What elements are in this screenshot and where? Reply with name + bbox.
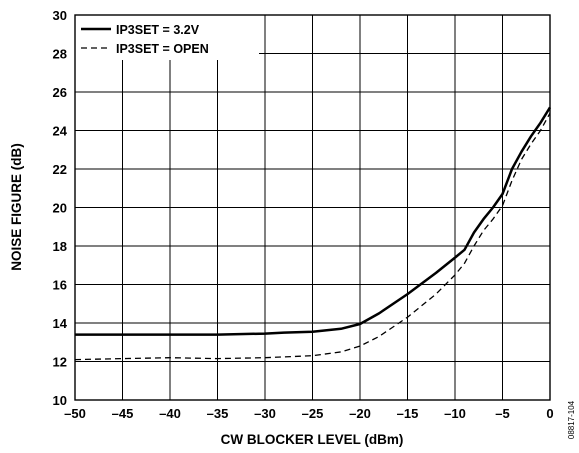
x-tick-label: –40 [159, 406, 181, 421]
legend-label-ip3set-open: IP3SET = OPEN [116, 42, 209, 56]
x-tick-label: –25 [302, 406, 324, 421]
legend-box [75, 15, 259, 60]
y-tick-label: 30 [53, 8, 67, 23]
y-tick-label: 14 [53, 316, 68, 331]
grid-lines [75, 15, 550, 400]
x-tick-label: –45 [112, 406, 134, 421]
y-tick-label: 12 [53, 355, 67, 370]
y-tick-label: 18 [53, 239, 67, 254]
x-tick-label: –20 [349, 406, 371, 421]
plot-frame [74, 14, 551, 401]
x-axis-title: CW BLOCKER LEVEL (dBm) [221, 432, 404, 447]
series-line-ip3set-3-2v [75, 106, 552, 336]
y-tick-label: 16 [53, 278, 67, 293]
x-tick-label: –35 [207, 406, 229, 421]
x-tick-label: –30 [254, 406, 276, 421]
series-layer [74, 106, 552, 361]
x-tick-label: –15 [397, 406, 419, 421]
y-tick-label: 26 [53, 85, 67, 100]
legend-label-ip3set-3-2v: IP3SET = 3.2V [116, 23, 200, 37]
y-axis-title: NOISE FIGURE (dB) [9, 143, 24, 271]
y-tick-label: 28 [53, 47, 67, 62]
series-line-ip3set-open [74, 112, 551, 361]
x-tick-label: –10 [444, 406, 466, 421]
y-tick-label: 24 [53, 124, 68, 139]
figure-id: 08817-104 [567, 400, 576, 439]
y-tick-label: 10 [53, 393, 67, 408]
y-tick-label: 20 [53, 201, 67, 216]
tick-labels: –50 –45 –40 –35 –30 –25 –20 –15 –10 –5 01012141618… [53, 8, 554, 421]
x-tick-label: –5 [495, 406, 509, 421]
x-tick-label: 0 [546, 406, 553, 421]
legend: IP3SET = 3.2V IP3SET = OPEN [75, 15, 259, 60]
x-tick-label: –50 [64, 406, 86, 421]
y-tick-label: 22 [53, 162, 67, 177]
